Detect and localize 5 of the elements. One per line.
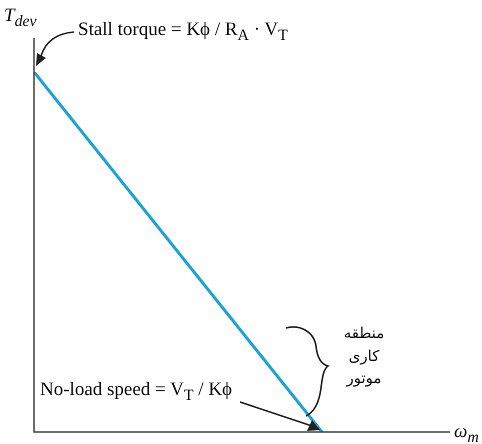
annotation: No-load speed = V$_{T}$ / Kϕ [40,379,232,404]
annotation: منطقه کاری موتور [342,323,386,389]
text: Stall torque = Kϕ / R$_{A}$ · V$_{T}$ [78,19,288,44]
y-axis-title: T$_{dev}$ [4,5,37,30]
x-axis-title: ω$_{m}$ [454,421,479,444]
